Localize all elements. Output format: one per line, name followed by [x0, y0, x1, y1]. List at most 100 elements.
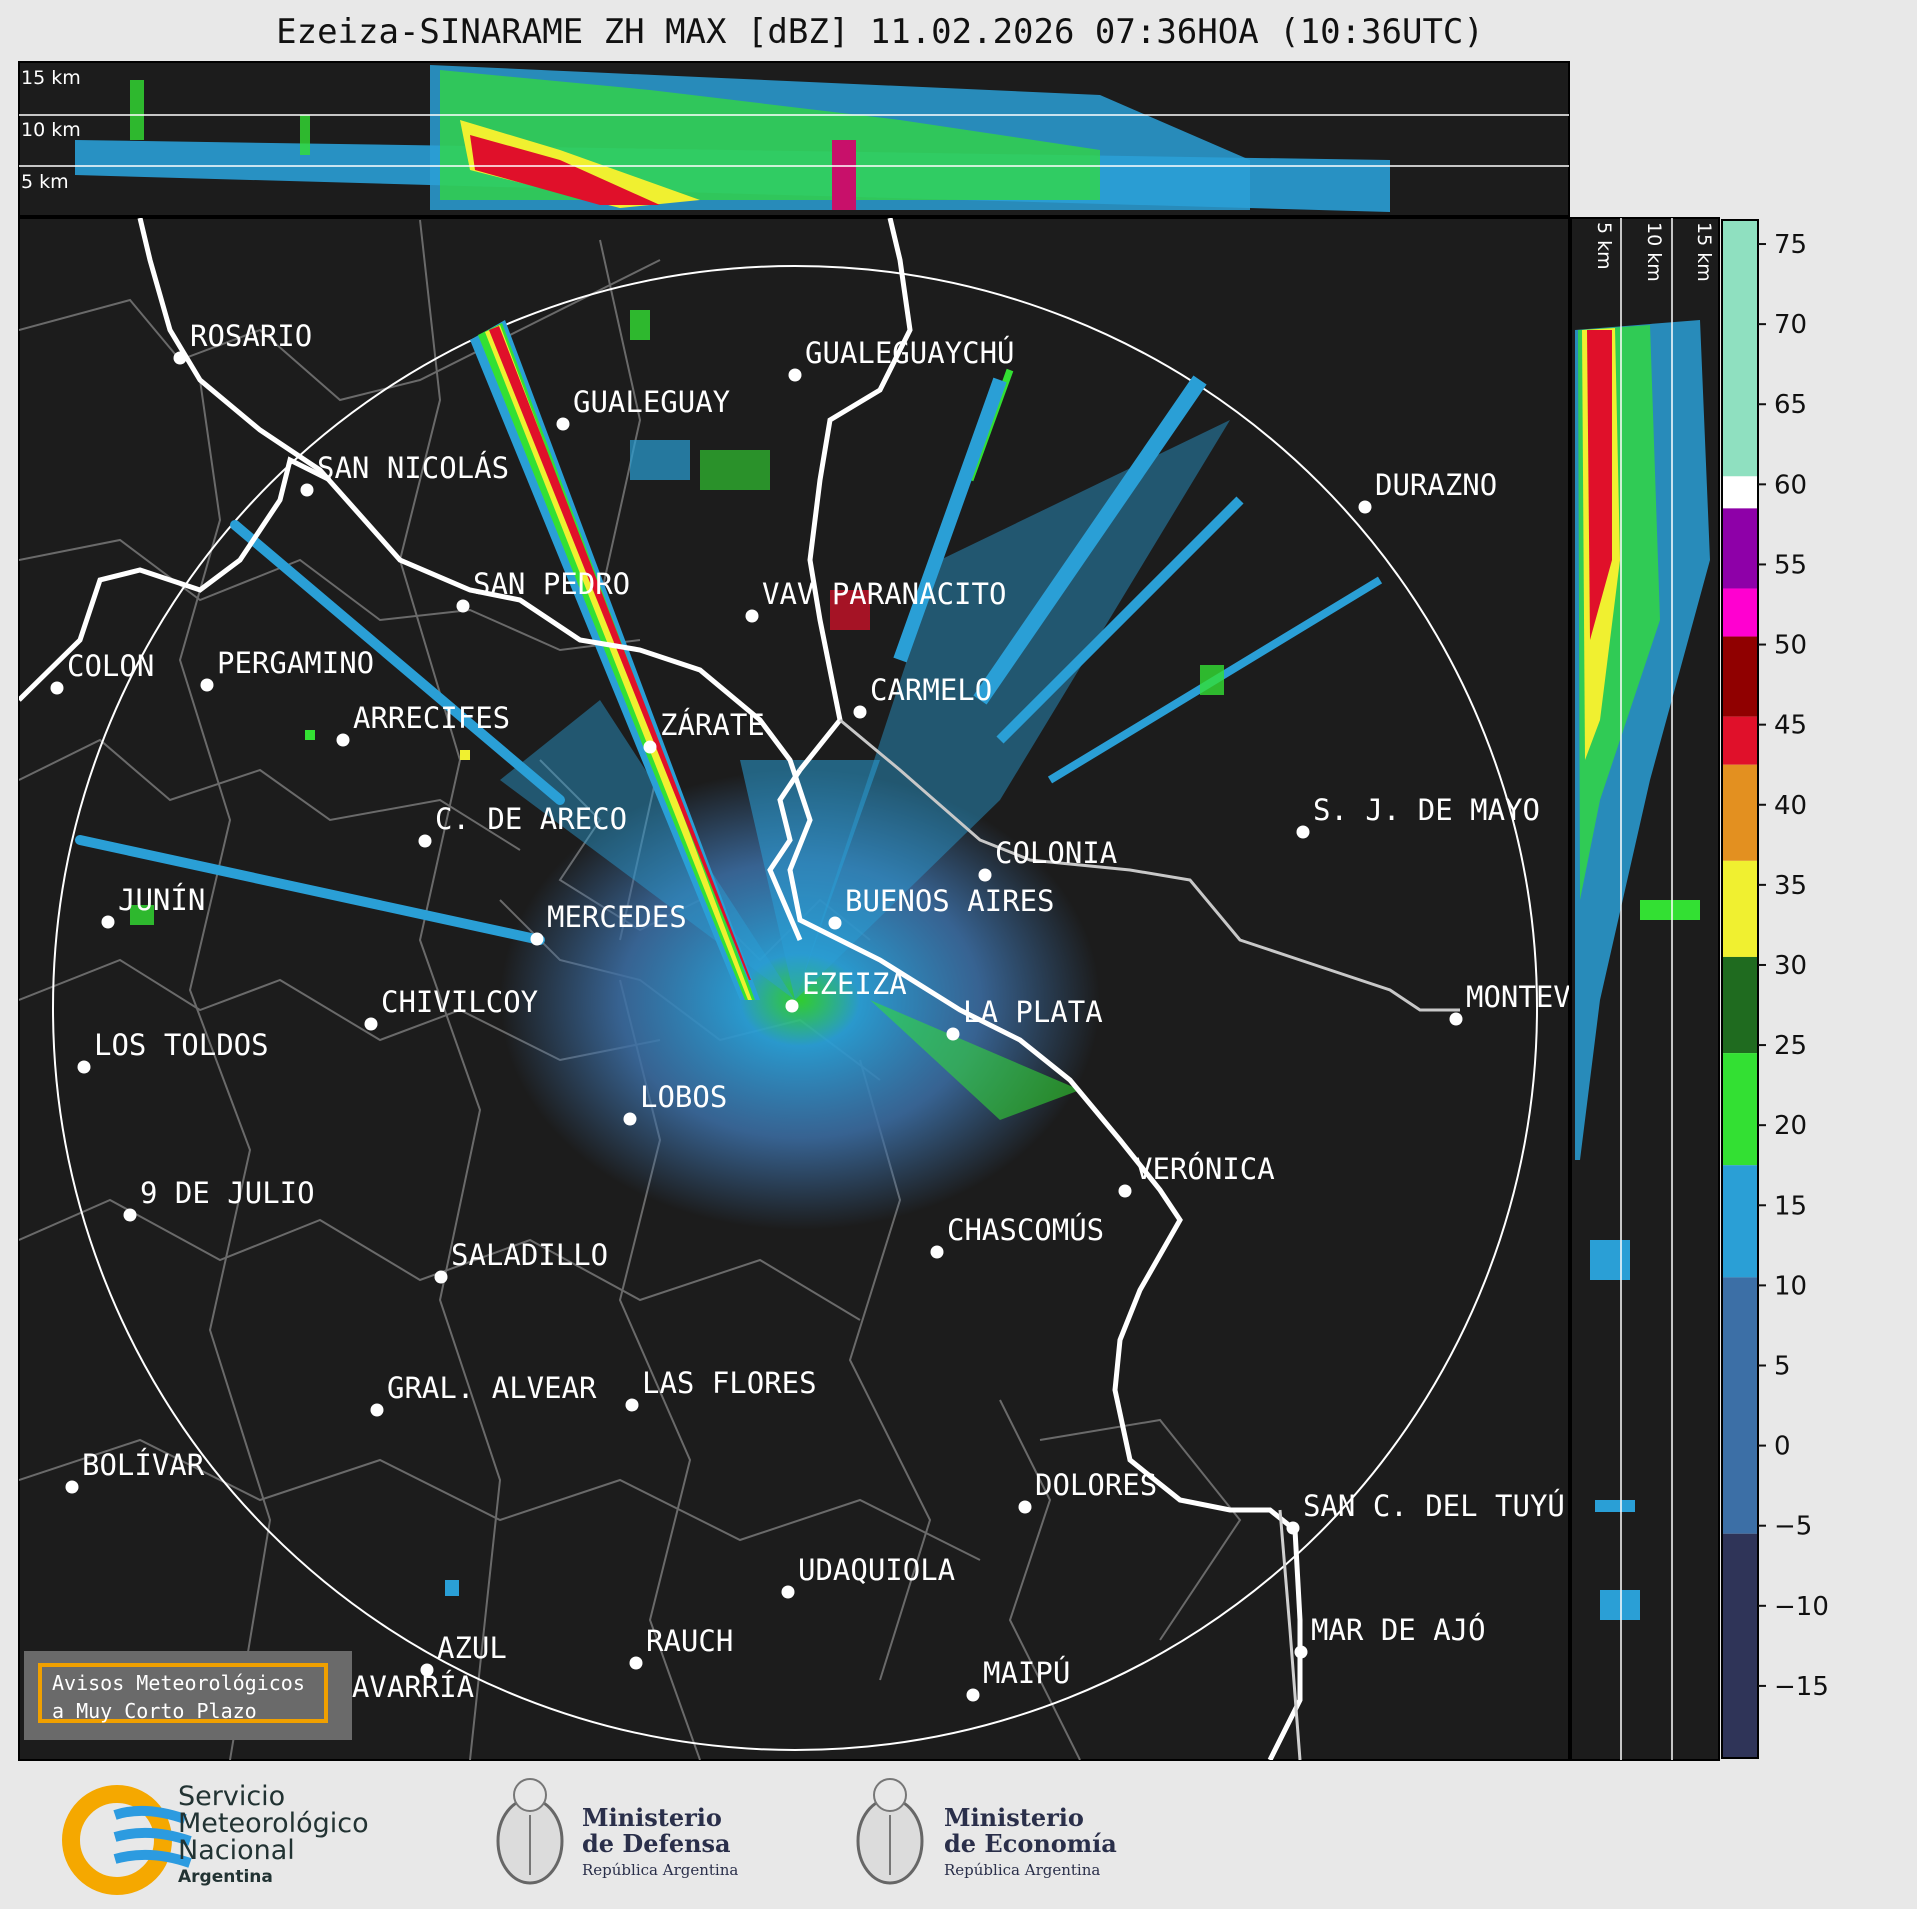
city-dot-icon — [946, 1027, 960, 1041]
city-label: 9 DE JULIO — [140, 1176, 315, 1210]
city-label: CHASCOMÚS — [947, 1213, 1104, 1247]
city-label: BOLÍVAR — [82, 1448, 205, 1482]
city-dot-icon — [77, 1060, 91, 1074]
smn-logo-icon — [62, 1785, 192, 1895]
city-label: MAR DE AJÓ — [1311, 1613, 1486, 1647]
city-label: DURAZNO — [1375, 468, 1497, 502]
colorbar-band — [1722, 1165, 1758, 1278]
colorbar-band — [1722, 860, 1758, 957]
warning-line1: Avisos Meteorológicos — [52, 1671, 305, 1695]
city-gualeguaych-: GUALEGUAYCHÚ — [788, 336, 1015, 382]
city-colon: COLON — [50, 649, 154, 695]
city-dot-icon — [530, 932, 544, 946]
city-rosario: ROSARIO — [173, 319, 312, 365]
rivers-and-coastlines — [19, 218, 1460, 1760]
city-dot-icon — [745, 609, 759, 623]
city-dot-icon — [625, 1398, 639, 1412]
city-la-plata: LA PLATA — [946, 995, 1103, 1041]
colorbar-band — [1722, 764, 1758, 861]
city-dot-icon — [828, 916, 842, 930]
city-azul: AZUL — [420, 1631, 507, 1677]
city-arrecifes: ARRECIFES — [336, 701, 510, 747]
city-z-rate: ZÁRATE — [643, 708, 765, 754]
city-chivilcoy: CHIVILCOY — [364, 985, 538, 1031]
colorbar-tick-label: 25 — [1774, 1031, 1807, 1061]
city-ezeiza: EZEIZA — [785, 967, 907, 1013]
city-dot-icon — [370, 1403, 384, 1417]
side-alt-label: 15 km — [1693, 222, 1715, 282]
range-ring — [52, 265, 1538, 1751]
radar-figure: 15 km 10 km 5 km — [18, 61, 1829, 1761]
city-label: ARRECIFES — [353, 701, 510, 735]
city-dot-icon — [173, 351, 187, 365]
city-label: GUALEGUAY — [573, 385, 730, 419]
city-label: UDAQUIOLA — [798, 1553, 955, 1587]
colorbar-tick-label: 20 — [1774, 1111, 1807, 1141]
colorbar-band — [1722, 588, 1758, 637]
city-buenos-aires: BUENOS AIRES — [828, 884, 1055, 930]
city-label: VERÓNICA — [1135, 1152, 1275, 1186]
city-dot-icon — [300, 483, 314, 497]
city-label: RAUCH — [646, 1624, 733, 1658]
city-dot-icon — [623, 1112, 637, 1126]
side-alt-label: 10 km — [1643, 222, 1665, 282]
city-durazno: DURAZNO — [1358, 468, 1497, 514]
footer-logos: Servicio Meteorológico Nacional Argentin… — [0, 1765, 1917, 1909]
city-dot-icon — [434, 1270, 448, 1284]
city-mercedes: MERCEDES — [530, 900, 687, 946]
colorbar-tick-label: 75 — [1774, 230, 1807, 260]
city-label: LA PLATA — [963, 995, 1103, 1029]
city-label: MERCEDES — [547, 900, 687, 934]
city-dot-icon — [629, 1656, 643, 1670]
city-label: ZÁRATE — [660, 708, 765, 742]
city-montev: MONTEV — [1449, 980, 1571, 1026]
city-dot-icon — [785, 999, 799, 1013]
city-dot-icon — [1358, 500, 1372, 514]
city-label: DOLORES — [1035, 1468, 1157, 1502]
city-dot-icon — [65, 1480, 79, 1494]
city-maip-: MAIPÚ — [966, 1656, 1070, 1702]
city-dot-icon — [1294, 1645, 1308, 1659]
city-dot-icon — [966, 1688, 980, 1702]
city-mar-de-aj-: MAR DE AJÓ — [1294, 1613, 1486, 1659]
side-alt-label: 5 km — [1593, 222, 1615, 270]
city-pergamino: PERGAMINO — [200, 646, 374, 692]
city-dot-icon — [781, 1585, 795, 1599]
city-ver-nica: VERÓNICA — [1118, 1152, 1275, 1198]
city-s-j-de-mayo: S. J. DE MAYO — [1296, 793, 1540, 839]
colorbar-tick-label: 50 — [1774, 631, 1807, 661]
city-dot-icon — [456, 599, 470, 613]
city-bol-var: BOLÍVAR — [65, 1448, 205, 1494]
colorbar-band — [1722, 716, 1758, 765]
economia-name: Ministerio de Economía — [944, 1803, 1117, 1858]
warning-panel: Avisos Meteorológicos a Muy Corto Plazo — [24, 1651, 352, 1739]
city-san-c-del-tuy-: SAN C. DEL TUYÚ — [1286, 1489, 1565, 1535]
colorbar-tick-label: 30 — [1774, 951, 1807, 981]
colorbar-band — [1722, 1533, 1758, 1758]
city-dot-icon — [1286, 1521, 1300, 1535]
city-dot-icon — [418, 834, 432, 848]
colorbar-tick-label: 55 — [1774, 550, 1807, 580]
city-dot-icon — [336, 733, 350, 747]
warning-line2: a Muy Corto Plazo — [52, 1699, 257, 1723]
city-label: GUALEGUAYCHÚ — [805, 336, 1015, 370]
city-vav-paranacito: VAV PARANACITO — [745, 577, 1006, 623]
city-label: MONTEV — [1466, 980, 1571, 1014]
colorbar-tick-label: 5 — [1774, 1351, 1791, 1381]
city-label: SALADILLO — [451, 1238, 608, 1272]
city-las-flores: LAS FLORES — [625, 1366, 817, 1412]
colorbar-tick-label: 10 — [1774, 1271, 1807, 1301]
city-9-de-julio: 9 DE JULIO — [123, 1176, 315, 1222]
city-label: LOBOS — [640, 1080, 727, 1114]
city-gral-alvear: GRAL. ALVEAR — [370, 1371, 597, 1417]
defensa-seal-icon — [496, 1778, 564, 1885]
city-chascom-s: CHASCOMÚS — [930, 1213, 1104, 1259]
city-label: COLON — [67, 649, 154, 683]
city-dot-icon — [123, 1208, 137, 1222]
warning-link[interactable]: Avisos Meteorológicos a Muy Corto Plazo — [38, 1663, 328, 1723]
city-dot-icon — [101, 915, 115, 929]
city-label: COLONIA — [995, 836, 1117, 870]
economia-country: República Argentina — [944, 1861, 1101, 1879]
map-panel: ROSARIO GUALEGUAYCHÚ GUALEGUAY SAN NICOLÁS D… — [18, 217, 1571, 1761]
colorbar-tick-label: 0 — [1774, 1432, 1791, 1462]
